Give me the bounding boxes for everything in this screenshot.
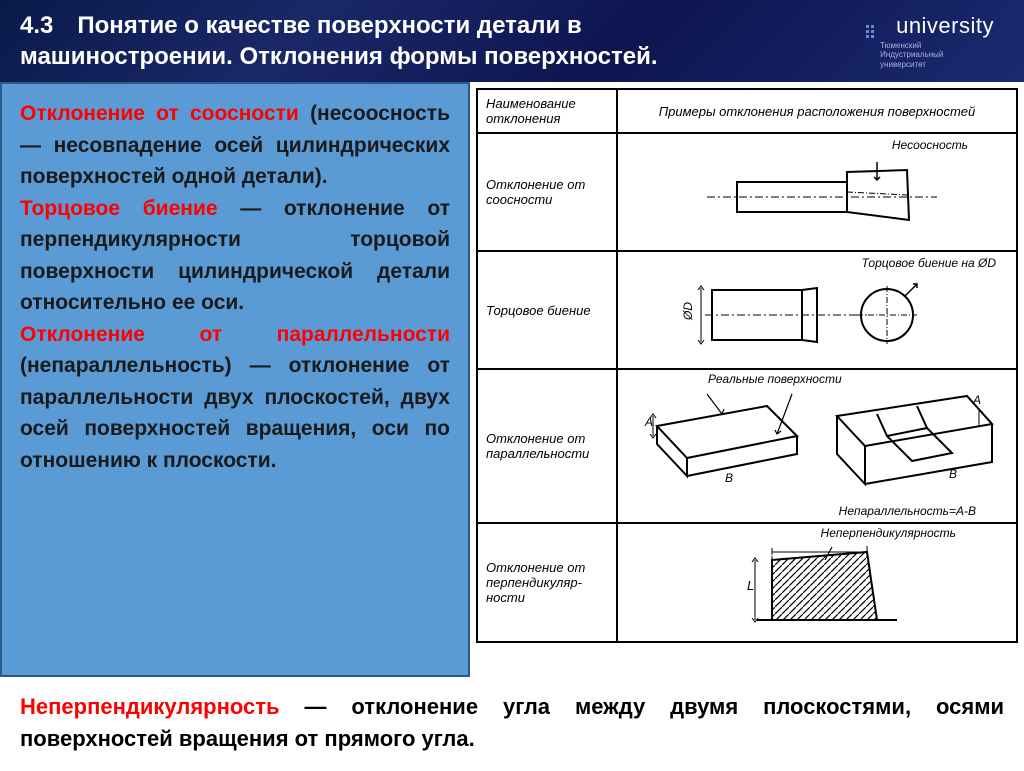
parallelism-icon: А В А В <box>627 376 1007 516</box>
logo-dots-icon <box>866 25 874 38</box>
diagram-label-2a: Реальные поверхности <box>708 372 842 386</box>
slide-header: 4.3 Понятие о качестве поверхности детали… <box>0 0 1024 82</box>
diagrams-area: Наименование отклонения Примеры отклонен… <box>470 82 1024 677</box>
row-name-3: Отклонение от перпендикуляр­ности <box>477 523 617 642</box>
section-number: 4.3 <box>20 12 53 39</box>
svg-text:ØD: ØD <box>681 302 695 321</box>
logo: university Тюменский Индустриальный унив… <box>866 13 1004 70</box>
title-line-2: машиностроении. Отклонения формы поверхн… <box>20 43 658 70</box>
row-diagram-1: Торцовое биение на ØD ØD <box>617 251 1017 369</box>
svg-text:В: В <box>949 467 957 481</box>
content-area: Отклонение от соосности (несоосность — н… <box>0 82 1024 677</box>
svg-text:В: В <box>725 471 733 485</box>
row-diagram-2: Реальные поверхности Непараллельность=А-… <box>617 369 1017 523</box>
term-coaxiality: Отклонение от соосности <box>20 102 299 125</box>
slide-title: 4.3 Понятие о качестве поверхности детали… <box>20 10 866 72</box>
title-line-1: Понятие о качестве поверхности детали в <box>77 12 581 39</box>
term-face-runout: Торцовое биение <box>20 197 218 220</box>
diagram-label-3: Неперпендикулярность <box>821 526 956 540</box>
row-name-0: Отклонение от соосности <box>477 133 617 251</box>
deviations-table: Наименование отклонения Примеры отклонен… <box>476 88 1018 643</box>
logo-text: university <box>896 13 994 39</box>
perpendicularity-icon: L <box>677 530 957 635</box>
svg-text:А: А <box>644 415 653 429</box>
row-name-2: Отклонение от параллельности <box>477 369 617 523</box>
diagram-label-1: Торцовое биение на ØD <box>862 256 997 270</box>
term-perpendicularity: Неперпендикулярность <box>20 694 280 719</box>
svg-text:L: L <box>747 578 754 593</box>
row-diagram-0: Несоосность <box>617 133 1017 251</box>
row-name-1: Торцовое биение <box>477 251 617 369</box>
coaxiality-icon <box>677 142 957 242</box>
row-diagram-3: Неперпендикулярность L <box>617 523 1017 642</box>
logo-subtitle: Тюменский Индустриальный университет <box>880 41 1004 70</box>
definitions-panel: Отклонение от соосности (несоосность — н… <box>0 82 470 677</box>
svg-text:А: А <box>972 393 981 407</box>
def-parallelism: (непараллельность) — отклонение от парал… <box>20 354 450 472</box>
col-header-example: Примеры отклонения расположения поверхно… <box>617 89 1017 133</box>
face-runout-icon: ØD <box>657 260 977 360</box>
bottom-definition: Неперпендикулярность — отклонение угла м… <box>0 677 1024 771</box>
diagram-label-2b: Непараллельность=А-В <box>839 504 976 518</box>
col-header-name: Наименование отклонения <box>477 89 617 133</box>
diagram-label-0: Несоосность <box>892 138 968 152</box>
term-parallelism: Отклонение от параллельности <box>20 323 450 346</box>
